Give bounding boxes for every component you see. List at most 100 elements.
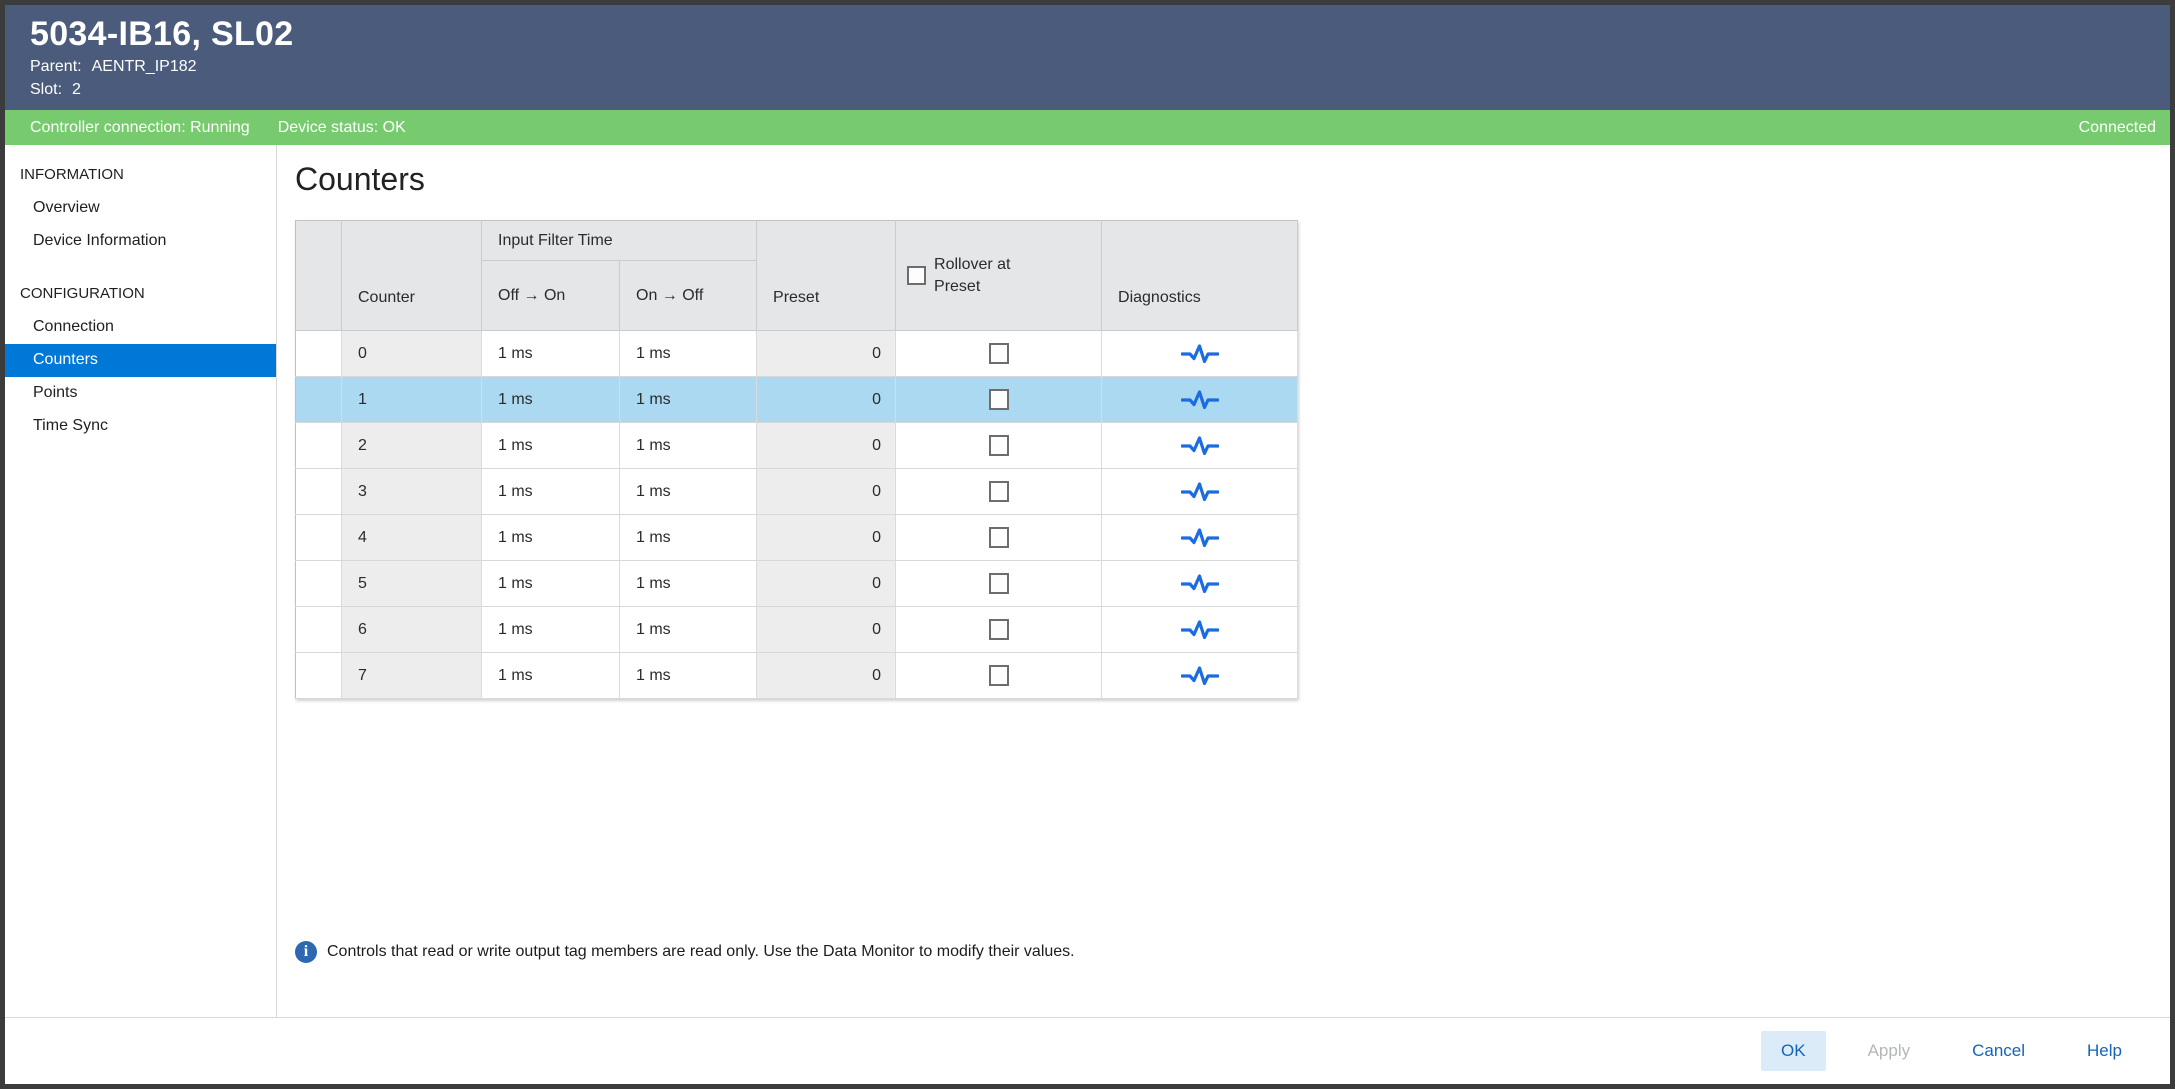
row-selector-cell[interactable] [295, 560, 342, 607]
sidebar-item-time-sync[interactable]: Time Sync [33, 417, 108, 434]
on-off-cell[interactable]: 1 ms [619, 330, 758, 377]
off-on-cell[interactable]: 1 ms [481, 468, 620, 515]
off-on-cell[interactable]: 1 ms [481, 514, 620, 561]
diagnostics-icon[interactable] [1179, 343, 1220, 365]
sidebar-item-points[interactable]: Points [33, 384, 78, 401]
slot-label: Slot: [30, 81, 63, 99]
diagnostics-icon[interactable] [1179, 619, 1220, 641]
preset-cell[interactable]: 0 [756, 606, 897, 653]
on-off-cell[interactable]: 1 ms [619, 376, 758, 423]
on-off-cell[interactable]: 1 ms [619, 560, 758, 607]
nav-section-header: INFORMATION [20, 166, 124, 183]
counter-cell: 5 [341, 560, 482, 607]
sidebar-item-overview[interactable]: Overview [33, 199, 100, 216]
preset-cell[interactable]: 0 [756, 514, 897, 561]
diagnostics-cell[interactable] [1101, 422, 1299, 469]
on-off-cell[interactable]: 1 ms [619, 422, 758, 469]
preset-cell[interactable]: 0 [756, 422, 897, 469]
rollover-cell[interactable] [895, 376, 1103, 423]
row-selector-cell[interactable] [295, 652, 342, 699]
off-on-cell[interactable]: 1 ms [481, 330, 620, 377]
off-on-cell[interactable]: 1 ms [481, 652, 620, 699]
rollover-header-checkbox[interactable] [907, 266, 927, 285]
content-pane: Counters Counter Input Filter Time Prese… [277, 145, 2170, 1017]
on-off-cell[interactable]: 1 ms [619, 468, 758, 515]
off-on-cell[interactable]: 1 ms [481, 376, 620, 423]
row-selector-cell[interactable] [295, 422, 342, 469]
diagnostics-cell[interactable] [1101, 652, 1299, 699]
rollover-cell[interactable] [895, 652, 1103, 699]
rollover-checkbox[interactable] [988, 665, 1009, 686]
diagnostics-cell[interactable] [1101, 560, 1299, 607]
sidebar-item-counters[interactable]: Counters [5, 344, 276, 377]
diagnostics-cell[interactable] [1101, 468, 1299, 515]
off-on-cell[interactable]: 1 ms [481, 422, 620, 469]
on-off-cell[interactable]: 1 ms [619, 514, 758, 561]
row-selector-cell[interactable] [295, 468, 342, 515]
diagnostics-icon[interactable] [1179, 527, 1220, 549]
preset-cell[interactable]: 0 [756, 468, 897, 515]
preset-cell[interactable]: 0 [756, 330, 897, 377]
nav-section-configuration: CONFIGURATION Connection Counters Points… [5, 272, 276, 443]
rollover-checkbox[interactable] [988, 343, 1009, 364]
rollover-checkbox[interactable] [988, 527, 1009, 548]
controller-connection-status: Controller connection: Running [30, 118, 250, 136]
cancel-button[interactable]: Cancel [1952, 1031, 2045, 1071]
preset-cell[interactable]: 0 [756, 560, 897, 607]
connection-status-bar: Controller connection: Running Device st… [5, 110, 2170, 145]
diagnostics-icon[interactable] [1179, 435, 1220, 457]
diagnostics-cell[interactable] [1101, 330, 1299, 377]
diagnostics-cell[interactable] [1101, 514, 1299, 561]
off-on-cell[interactable]: 1 ms [481, 606, 620, 653]
diagnostics-cell[interactable] [1101, 606, 1299, 653]
rollover-checkbox[interactable] [988, 435, 1009, 456]
rollover-cell[interactable] [895, 422, 1103, 469]
row-selector-column-header [295, 220, 342, 331]
row-selector-cell[interactable] [295, 606, 342, 653]
off-on-column-header: Off → On [481, 260, 620, 331]
diagnostics-icon[interactable] [1179, 665, 1220, 687]
diagnostics-cell[interactable] [1101, 376, 1299, 423]
preset-cell[interactable]: 0 [756, 652, 897, 699]
rollover-column-header: Rollover at Preset [895, 220, 1103, 331]
slot-line: Slot: 2 [30, 81, 2170, 99]
diagnostics-icon[interactable] [1179, 573, 1220, 595]
diagnostics-icon[interactable] [1179, 389, 1220, 411]
rollover-cell[interactable] [895, 606, 1103, 653]
preset-cell[interactable]: 0 [756, 376, 897, 423]
note-text: Controls that read or write output tag m… [327, 943, 1075, 960]
rollover-checkbox[interactable] [988, 481, 1009, 502]
ok-button[interactable]: OK [1761, 1031, 1826, 1071]
sidebar-item-connection[interactable]: Connection [33, 318, 114, 335]
page-title: 5034-IB16, SL02 [30, 15, 294, 53]
on-off-cell[interactable]: 1 ms [619, 652, 758, 699]
apply-button[interactable]: Apply [1848, 1031, 1931, 1071]
rollover-cell[interactable] [895, 330, 1103, 377]
counter-cell: 7 [341, 652, 482, 699]
rollover-cell[interactable] [895, 468, 1103, 515]
row-selector-cell[interactable] [295, 330, 342, 377]
sidebar-item-device-information[interactable]: Device Information [33, 232, 167, 249]
rollover-checkbox[interactable] [988, 389, 1009, 410]
diagnostics-icon[interactable] [1179, 481, 1220, 503]
counter-cell: 2 [341, 422, 482, 469]
row-selector-cell[interactable] [295, 514, 342, 561]
rollover-cell[interactable] [895, 514, 1103, 561]
slot-value: 2 [72, 81, 81, 99]
rollover-checkbox[interactable] [988, 573, 1009, 594]
off-on-cell[interactable]: 1 ms [481, 560, 620, 607]
help-button[interactable]: Help [2067, 1031, 2142, 1071]
on-off-cell[interactable]: 1 ms [619, 606, 758, 653]
row-selector-cell[interactable] [295, 376, 342, 423]
rollover-cell[interactable] [895, 560, 1103, 607]
rollover-checkbox[interactable] [988, 619, 1009, 640]
parent-value: AENTR_IP182 [91, 58, 197, 76]
